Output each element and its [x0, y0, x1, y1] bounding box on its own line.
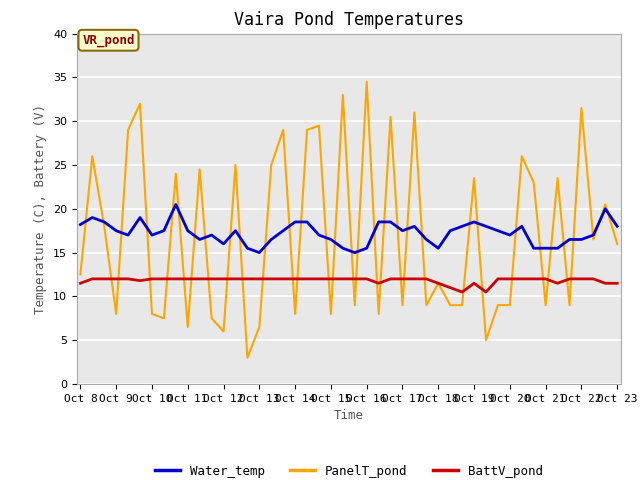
Y-axis label: Temperature (C), Battery (V): Temperature (C), Battery (V) [35, 104, 47, 314]
Legend: Water_temp, PanelT_pond, BattV_pond: Water_temp, PanelT_pond, BattV_pond [150, 460, 548, 480]
Text: VR_pond: VR_pond [82, 34, 135, 47]
X-axis label: Time: Time [334, 409, 364, 422]
Title: Vaira Pond Temperatures: Vaira Pond Temperatures [234, 11, 464, 29]
